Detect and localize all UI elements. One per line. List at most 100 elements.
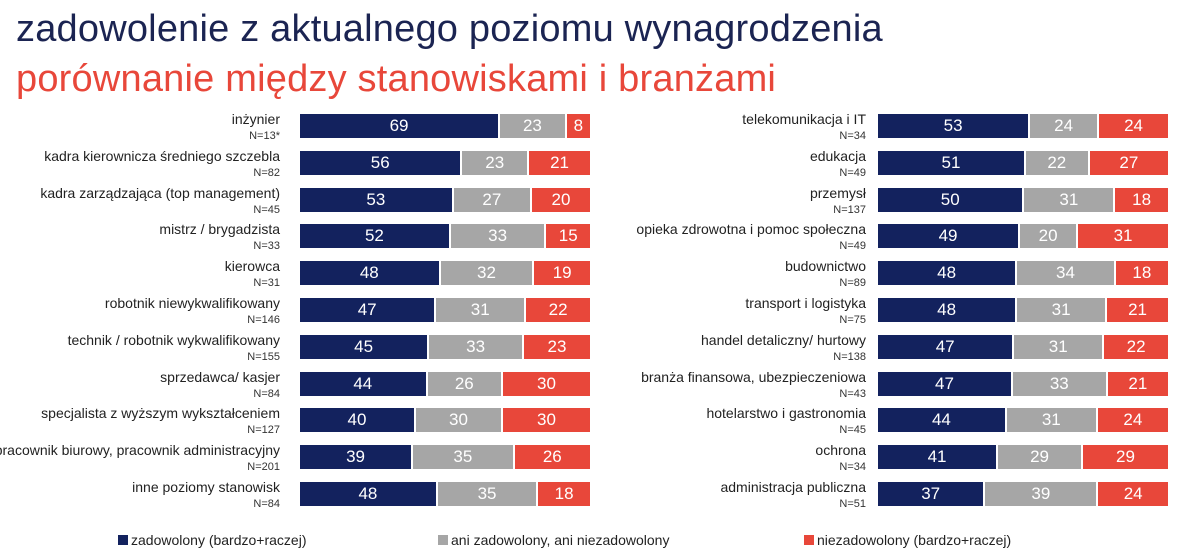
category-name: hotelarstwo i gastronomia — [706, 405, 866, 422]
sample-size: N=89 — [839, 277, 866, 290]
sample-size: N=45 — [839, 424, 866, 437]
bar-segment-neutral: 22 — [1025, 150, 1090, 175]
category-name: sprzedawca/ kasjer — [160, 368, 280, 385]
bar-segment-satisfied: 52 — [300, 224, 451, 249]
bar-segment-satisfied: 50 — [878, 187, 1025, 212]
category-label: specjalista z wyższym wykształceniem N=12… — [0, 406, 280, 438]
sample-size: N=45 — [253, 203, 280, 216]
legend-item-satisfied: zadowolony (bardzo+raczej) — [118, 532, 306, 548]
bar-segment-satisfied: 48 — [300, 482, 438, 506]
bar-segment-satisfied: 44 — [878, 408, 1007, 433]
bar-segment-neutral: 20 — [1020, 224, 1079, 249]
stacked-bar: 39 35 26 — [300, 445, 590, 470]
stacked-bar: 52 33 15 — [300, 224, 590, 249]
bar-segment-neutral: 33 — [429, 334, 524, 359]
category-label: ochrona N=34 — [566, 443, 866, 475]
category-name: przemysł — [809, 184, 866, 201]
stacked-bar: 53 27 20 — [300, 187, 590, 212]
category-label: mistrz / brygadzista N=33 — [0, 222, 280, 254]
stacked-bar: 41 29 29 — [878, 445, 1168, 470]
bar-segment-dissatisfied: 30 — [502, 371, 590, 396]
chart-row: specjalista z wyższym wykształceniem N=12… — [0, 406, 1186, 443]
bar-segment-satisfied: 44 — [300, 371, 428, 396]
bar-segment-dissatisfied: 20 — [531, 187, 590, 212]
sample-size: N=127 — [247, 424, 280, 437]
stacked-bar: 47 31 22 — [878, 334, 1168, 359]
legend-label: ani zadowolony, ani niezadowolony — [451, 532, 670, 548]
category-name: kadra zarządzająca (top management) — [40, 184, 280, 201]
category-label: telekomunikacja i IT N=34 — [566, 112, 866, 144]
bar-segment-neutral: 24 — [1030, 114, 1100, 138]
stacked-bar: 48 35 18 — [300, 482, 590, 506]
category-name: administracja publiczna — [720, 479, 866, 495]
bar-segment-satisfied: 37 — [878, 482, 986, 506]
chart-row: edukacja N=49 51 22 27 — [0, 148, 1186, 186]
category-label: pracownik biurowy, pracownik administrac… — [0, 443, 280, 475]
category-label: kadra kierownicza średniego szczebla N=82 — [0, 148, 280, 181]
bar-segment-dissatisfied: 21 — [529, 150, 590, 175]
stacked-bar: 40 30 30 — [300, 408, 590, 433]
category-name: mistrz / brygadzista — [159, 221, 280, 238]
category-name: inżynier — [231, 111, 280, 127]
legend-swatch-neutral — [438, 535, 448, 545]
stacked-bar: 44 31 24 — [878, 408, 1168, 433]
bar-segment-satisfied: 53 — [300, 187, 454, 212]
bar-segment-dissatisfied: 26 — [514, 445, 590, 470]
legend-swatch-satisfied — [118, 535, 128, 545]
bar-segment-neutral: 31 — [1006, 408, 1098, 433]
legend-swatch-dissatisfied — [804, 535, 814, 545]
bar-segment-neutral: 23 — [500, 114, 567, 138]
stacked-bar: 53 24 24 — [878, 114, 1168, 138]
stacked-bar: 48 31 21 — [878, 298, 1168, 322]
category-label: inne poziomy stanowisk N=84 — [0, 480, 280, 512]
bar-segment-satisfied: 48 — [878, 261, 1018, 286]
bar-segment-neutral: 35 — [413, 445, 515, 470]
bar-segment-satisfied: 47 — [300, 298, 437, 322]
category-label: przemysł N=137 — [566, 184, 866, 218]
bar-segment-satisfied: 53 — [878, 114, 1031, 138]
stacked-bar: 48 32 19 — [300, 261, 590, 286]
sample-size: N=13* — [249, 130, 280, 142]
sample-size: N=49 — [839, 166, 866, 179]
category-name: specjalista z wyższym wykształceniem — [41, 405, 280, 422]
stacked-bar: 51 22 27 — [878, 150, 1168, 175]
bar-segment-dissatisfied: 30 — [503, 408, 590, 433]
bar-segment-neutral: 34 — [1017, 261, 1116, 286]
chart-row: telekomunikacja i IT N=34 53 24 24 — [0, 112, 1186, 149]
bar-segment-neutral: 33 — [450, 224, 547, 249]
sample-size: N=31 — [253, 277, 280, 290]
category-label: robotnik niewykwalifikowany N=146 — [0, 296, 280, 328]
sample-size: N=33 — [253, 240, 280, 253]
legend-label: zadowolony (bardzo+raczej) — [131, 532, 307, 548]
category-label: edukacja N=49 — [566, 148, 866, 181]
category-name: budownictwo — [785, 258, 866, 275]
bar-segment-dissatisfied: 22 — [526, 298, 590, 322]
sample-size: N=34 — [839, 461, 866, 474]
stacked-bar: 37 39 24 — [878, 482, 1168, 506]
sample-size: N=34 — [839, 130, 866, 142]
bar-segment-dissatisfied: 22 — [1104, 334, 1168, 359]
chart-row: hotelarstwo i gastronomia N=45 44 31 24 — [0, 406, 1186, 443]
bar-segment-dissatisfied: 8 — [566, 114, 590, 138]
bar-segment-dissatisfied: 18 — [1115, 261, 1168, 286]
bar-segment-dissatisfied: 24 — [1099, 114, 1168, 138]
bar-segment-dissatisfied: 31 — [1078, 224, 1168, 249]
chart-title: zadowolenie z aktualnego poziomu wynagro… — [16, 8, 883, 50]
category-label: handel detaliczny/ hurtowy N=138 — [566, 331, 866, 365]
category-label: hotelarstwo i gastronomia N=45 — [566, 406, 866, 438]
chart-row: mistrz / brygadzista N=33 52 33 15 — [0, 222, 1186, 259]
chart-row: branża finansowa, ubezpieczeniowa N=43 47 3… — [0, 369, 1186, 407]
bar-segment-dissatisfied: 15 — [546, 224, 590, 249]
sample-size: N=201 — [247, 461, 280, 474]
sample-size: N=84 — [253, 387, 280, 400]
bar-segment-satisfied: 47 — [878, 371, 1013, 396]
category-name: handel detaliczny/ hurtowy — [701, 331, 866, 348]
stacked-bar: 56 23 21 — [300, 150, 590, 175]
bar-segment-neutral: 31 — [1014, 334, 1105, 359]
bar-segment-neutral: 31 — [1017, 298, 1108, 322]
category-name: kierowca — [224, 258, 280, 275]
category-name: robotnik niewykwalifikowany — [104, 295, 280, 311]
sample-size: N=43 — [839, 387, 866, 400]
bar-segment-neutral: 23 — [462, 150, 530, 175]
bar-segment-satisfied: 48 — [878, 298, 1018, 322]
